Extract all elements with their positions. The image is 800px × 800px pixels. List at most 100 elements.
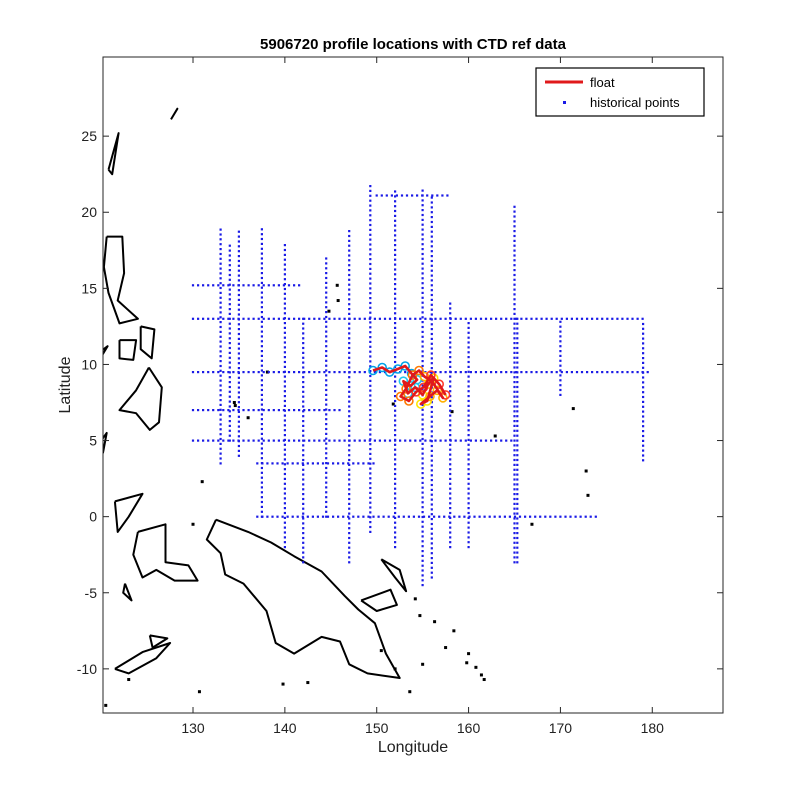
historical-point (237, 269, 240, 272)
historical-point (540, 317, 543, 320)
float-profile-marker (432, 385, 443, 396)
historical-point (260, 398, 263, 401)
historical-point (369, 331, 372, 334)
historical-point (513, 361, 516, 364)
historical-point (467, 526, 470, 529)
historical-point (417, 515, 421, 518)
historical-point (516, 527, 519, 530)
historical-point (430, 362, 433, 365)
historical-point (642, 400, 645, 403)
historical-point (430, 566, 433, 569)
historical-point (405, 194, 409, 197)
historical-point (283, 531, 286, 534)
historical-point (513, 298, 516, 301)
legend-float-label: float (590, 75, 615, 90)
historical-point (277, 284, 280, 287)
historical-point (348, 429, 351, 432)
historical-point (513, 390, 516, 393)
historical-point (459, 371, 462, 374)
historical-point (237, 352, 240, 355)
historical-point (283, 370, 286, 373)
historical-point (467, 360, 470, 364)
historical-point (228, 415, 231, 418)
historical-point (505, 317, 508, 320)
historical-point (569, 515, 572, 518)
historical-point (260, 359, 263, 362)
historical-point (348, 507, 351, 510)
historical-point (559, 335, 562, 338)
historical-point (479, 439, 483, 442)
historical-point (228, 308, 231, 311)
historical-point (513, 454, 516, 457)
historical-point (421, 311, 424, 314)
historical-point (394, 448, 397, 451)
historical-point (421, 248, 424, 251)
historical-point (383, 439, 387, 442)
historical-point (325, 306, 328, 309)
historical-point (621, 371, 624, 374)
historical-point (430, 474, 433, 477)
historical-point (302, 439, 305, 442)
historical-point (219, 364, 222, 368)
historical-point (348, 454, 351, 457)
historical-point (449, 521, 452, 524)
historical-point (283, 511, 286, 515)
historical-point (358, 317, 361, 320)
historical-point (394, 414, 397, 417)
historical-point (318, 371, 321, 374)
historical-point (539, 515, 542, 518)
historical-point (228, 312, 231, 315)
historical-point (387, 515, 390, 518)
historical-point (283, 248, 286, 252)
historical-point (228, 395, 231, 398)
historical-point (449, 360, 452, 364)
historical-point (353, 317, 356, 320)
historical-point (348, 288, 351, 291)
historical-point (611, 371, 614, 374)
historical-point (348, 278, 351, 281)
historical-point (272, 439, 275, 442)
historical-point (394, 419, 397, 422)
historical-point (422, 515, 426, 518)
historical-point (293, 409, 296, 412)
historical-point (302, 405, 305, 408)
historical-point (394, 239, 397, 242)
historical-point (394, 409, 397, 412)
historical-point (369, 204, 372, 207)
historical-point (430, 576, 433, 579)
historical-point (308, 409, 311, 412)
historical-point (328, 439, 331, 442)
historical-point (467, 399, 470, 403)
historical-point (520, 371, 523, 374)
historical-point (575, 317, 579, 320)
historical-point (513, 220, 516, 223)
x-tick-label: 150 (365, 720, 389, 736)
historical-point (237, 313, 240, 316)
historical-point (513, 434, 516, 437)
historical-point (394, 273, 397, 276)
historical-point (555, 317, 558, 320)
historical-point (227, 371, 230, 374)
historical-point (642, 420, 645, 423)
historical-point (601, 371, 604, 374)
historical-point (467, 487, 470, 490)
historical-point (449, 526, 452, 529)
historical-point (369, 282, 372, 285)
islet-19 (474, 665, 478, 669)
historical-point (237, 401, 240, 404)
historical-point (421, 506, 424, 509)
historical-point (260, 330, 263, 333)
historical-point (301, 462, 304, 465)
historical-point (260, 228, 263, 231)
historical-point (559, 388, 562, 392)
historical-point (369, 219, 372, 222)
historical-point (430, 508, 433, 511)
historical-point (283, 278, 286, 281)
historical-point (283, 307, 286, 310)
historical-point (513, 273, 516, 277)
historical-point (513, 420, 516, 423)
historical-point (642, 459, 645, 462)
historical-point (400, 194, 404, 197)
historical-point (559, 330, 562, 333)
historical-point (311, 515, 314, 518)
